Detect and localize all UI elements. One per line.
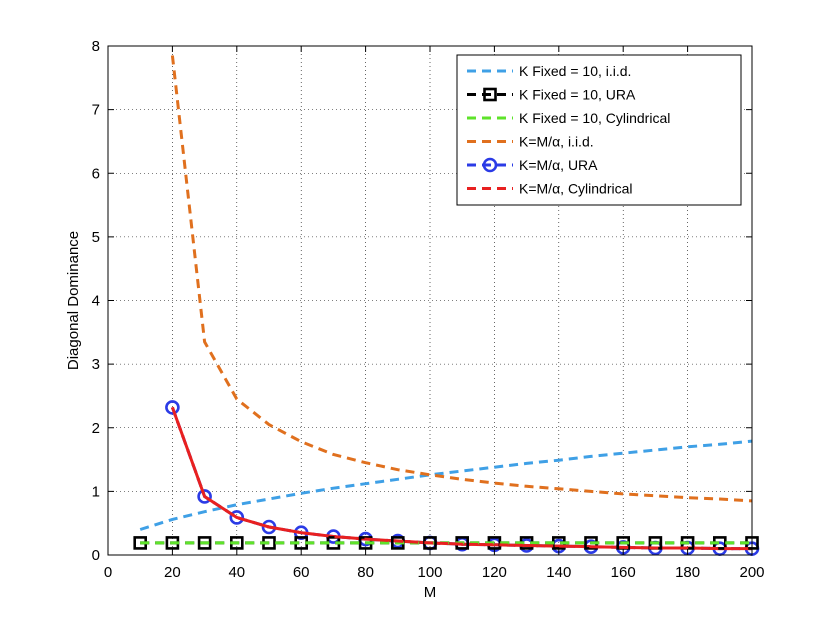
square-marker [483, 87, 497, 102]
y-tick-label: 3 [92, 356, 100, 373]
y-tick-label: 5 [92, 229, 100, 246]
legend-label: K=M/α, URA [519, 157, 598, 173]
x-tick-label: 40 [228, 564, 245, 581]
y-tick-label: 6 [92, 165, 100, 182]
y-axis-label: Diagonal Dominance [65, 231, 82, 370]
x-tick-label: 180 [675, 564, 700, 581]
series-3 [170, 55, 753, 503]
x-tick-label: 100 [417, 564, 442, 581]
legend-box [456, 54, 742, 206]
legend-label: K Fixed = 10, i.i.d. [519, 63, 631, 79]
legend-item: K=M/α, Cylindrical [467, 181, 633, 197]
legend-item: K=M/α, URA [467, 157, 598, 173]
legend-item: K Fixed = 10, Cylindrical [467, 110, 670, 126]
legend-item: K Fixed = 10, URA [467, 87, 636, 103]
legend: K Fixed = 10, i.i.d. K Fixed = 10, URA K F… [456, 54, 742, 206]
square-marker [197, 536, 212, 550]
x-axis-label: M [424, 584, 437, 601]
x-tick-label: 200 [739, 564, 764, 581]
series-0 [139, 439, 753, 531]
legend-label: K Fixed = 10, URA [519, 87, 636, 103]
series-line [170, 406, 752, 551]
legend-label: K=M/α, i.i.d. [519, 134, 594, 150]
legend-label: K Fixed = 10, Cylindrical [519, 110, 670, 126]
circle-marker [482, 157, 498, 173]
x-tick-label: 160 [611, 564, 636, 581]
y-tick-label: 7 [92, 102, 100, 119]
series-layer [133, 55, 760, 556]
series-cylindrical-overlay [170, 406, 752, 551]
y-tick-label: 2 [92, 420, 100, 437]
x-tick-label: 0 [104, 564, 112, 581]
x-tick-label: 140 [546, 564, 571, 581]
legend-item: K Fixed = 10, i.i.d. [467, 63, 631, 79]
series-line [170, 55, 753, 503]
y-tick-label: 0 [92, 547, 100, 564]
y-tick-label: 4 [92, 293, 100, 310]
x-tick-label: 120 [482, 564, 507, 581]
legend-item: K=M/α, i.i.d. [467, 134, 594, 150]
circle-marker [229, 510, 245, 525]
x-tick-label: 60 [293, 564, 310, 581]
y-tick-label: 8 [92, 38, 100, 55]
series-line [139, 439, 753, 531]
legend-label: K=M/α, Cylindrical [519, 181, 633, 197]
x-tick-label: 20 [164, 564, 181, 581]
axis-ticks: 0 20 40 60 80 100 120 140 160 180 200 0 1 2 3 4 5 6 7 8 [92, 38, 765, 581]
circle-marker [165, 400, 180, 415]
y-tick-label: 1 [92, 483, 100, 500]
circle-marker [197, 489, 212, 504]
x-tick-label: 80 [357, 564, 374, 581]
